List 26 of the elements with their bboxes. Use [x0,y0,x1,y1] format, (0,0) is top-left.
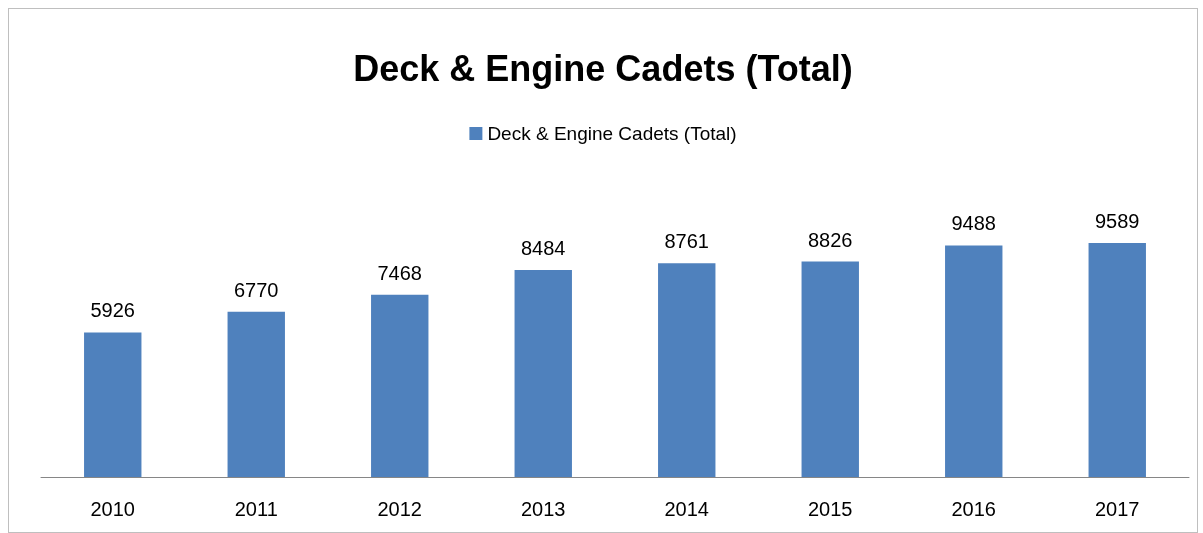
x-tick-label: 2017 [1095,498,1140,520]
bar [84,332,142,477]
data-label: 5926 [90,299,135,322]
data-label: 7468 [377,261,422,284]
bar [945,245,1003,477]
chart-title: Deck & Engine Cadets (Total) [353,47,853,89]
bar [801,261,859,477]
x-tick-label: 2013 [521,498,566,520]
data-label: 6770 [234,278,279,301]
legend-label: Deck & Engine Cadets (Total) [487,123,737,144]
x-tick-label: 2015 [808,498,853,520]
data-label: 8761 [664,230,709,253]
bar [227,311,285,477]
bar [514,269,572,477]
x-tick-label: 2012 [377,498,422,520]
x-tick-label: 2016 [951,498,996,520]
x-tick-label: 2014 [664,498,709,520]
data-label: 8826 [808,228,853,251]
data-label: 9589 [1095,210,1140,232]
bar [658,263,716,477]
bar [1088,243,1146,477]
bar [371,294,429,477]
data-label: 9488 [951,212,996,235]
x-tick-label: 2010 [90,498,135,520]
data-label: 8484 [521,236,566,259]
x-tick-label: 2011 [234,498,278,520]
